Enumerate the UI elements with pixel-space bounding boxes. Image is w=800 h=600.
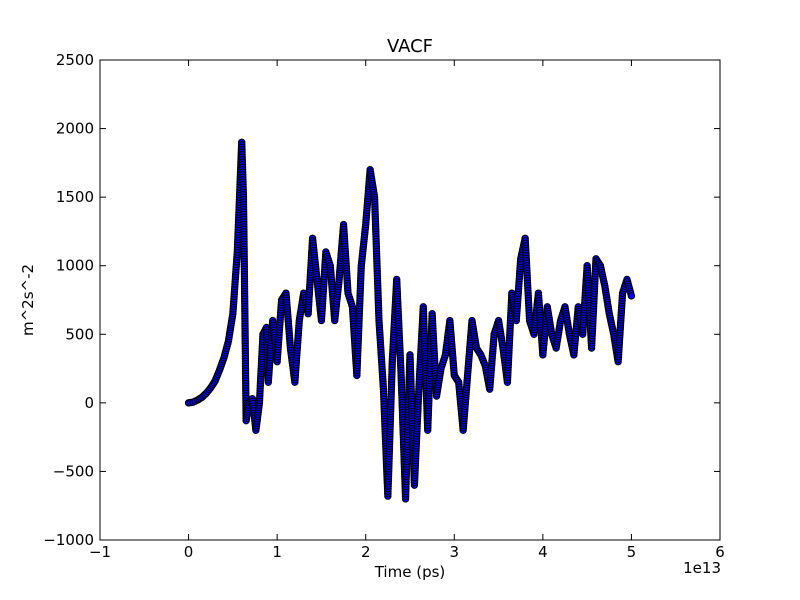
data-point [627, 292, 636, 300]
y-tick-label: 2000 [56, 120, 94, 138]
x-tick-label: 2 [361, 543, 371, 561]
y-tick-label: −500 [53, 462, 94, 480]
x-tick-label: 5 [627, 543, 637, 561]
y-tick-label: 500 [65, 325, 94, 343]
x-tick-label: 4 [538, 543, 548, 561]
x-tick-label: 0 [184, 543, 194, 561]
y-tick-label: 1000 [56, 257, 94, 275]
x-tick-label: 1 [272, 543, 282, 561]
y-axis-label: m^2s^-2 [19, 264, 37, 336]
x-tick-label: 3 [450, 543, 460, 561]
x-axis-offset-label: 1e13 [683, 559, 721, 577]
x-tick-label: 6 [715, 543, 725, 561]
y-tick-label: 1500 [56, 188, 94, 206]
y-tick-label: 2500 [56, 51, 94, 69]
chart-title: VACF [387, 36, 433, 57]
x-tick-label: −1 [89, 543, 111, 561]
plot-area-frame [99, 59, 721, 541]
y-tick-label: 0 [84, 394, 94, 412]
data-points-layer [184, 138, 636, 503]
x-axis-label: Time (ps) [374, 563, 446, 581]
y-tick-label: −1000 [43, 531, 94, 549]
